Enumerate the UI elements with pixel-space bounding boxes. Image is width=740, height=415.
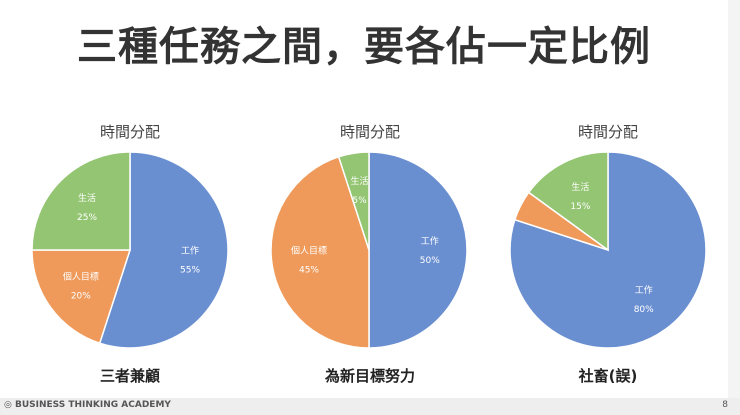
pie-slice-2-1 [368,151,468,349]
pie-label-3-3: 生活 [571,181,589,193]
pie-slice-3-3 [527,151,609,252]
pie-pct-2-2: 45% [299,266,319,276]
chart-caption-2: 為新目標努力 [324,367,415,385]
pie-label-2-3: 生活 [350,175,368,187]
slide: 三種任務之間，要各佔一定比例 時間分配 時間分配 時間分配 工作 55% 個人目標 2… [0,0,728,398]
pie-label-3-1: 工作 [635,284,653,296]
brand-text: ◎ BUSINESS THINKING ACADEMY [4,400,171,410]
pie-label-1-3: 生活 [78,192,96,204]
pie-label-1-2: 個人目標 [63,271,99,283]
pie-label-1-1: 工作 [181,245,199,257]
pie-pct-2-3: 5% [352,196,367,206]
pie-slice-1-2 [31,249,132,345]
pie-pct-1-3: 25% [77,213,97,223]
chart-caption-1: 三者兼顧 [99,367,160,385]
pie-pct-3-3: 15% [570,202,590,212]
pie-pct-1-2: 20% [71,292,91,302]
pie-label-2-2: 個人目標 [291,245,327,257]
slide-title: 三種任務之間，要各佔一定比例 [77,24,651,70]
pie-slice-1-1 [98,151,229,349]
chart-caption-3: 社畜(誤) [578,367,638,385]
chart-title-3: 時間分配 [577,123,638,141]
pie-pct-3-1: 80% [634,305,654,315]
pie-charts: 工作 55% 個人目標 20% 生活 25% 工作 50% 個人目標 45% 生活 5% 工作 80% 生活… [31,151,707,349]
footer: ◎ BUSINESS THINKING ACADEMY 8 [0,398,740,415]
chart-title-1: 時間分配 [99,123,160,141]
pie-pct-1-1: 55% [180,266,200,276]
chart-title-2: 時間分配 [339,123,400,141]
pie-slice-2-3 [337,151,370,251]
pie-slice-3-1 [509,151,707,349]
pie-pct-2-1: 50% [420,256,440,266]
pie-label-2-1: 工作 [421,235,439,247]
page-number: 8 [722,400,728,410]
pie-slice-2-2 [270,155,370,349]
pie-slice-1-3 [31,151,131,251]
